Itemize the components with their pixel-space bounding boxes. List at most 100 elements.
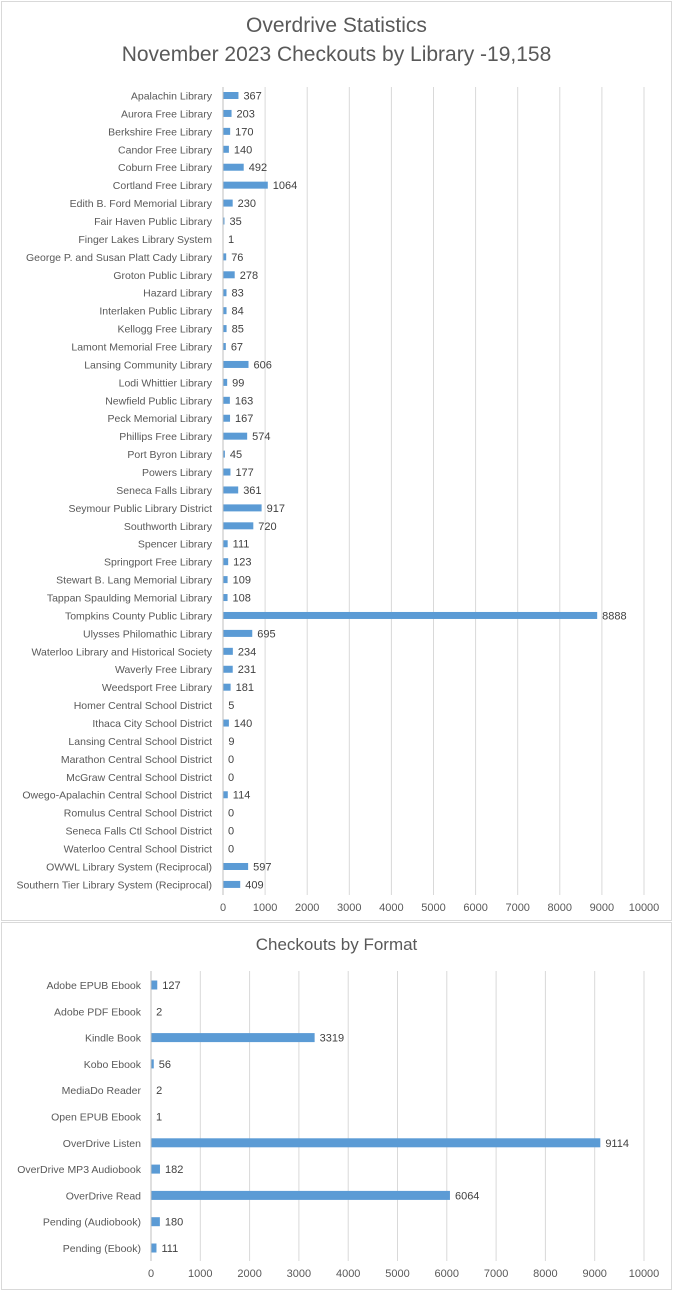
data-label: 0 [228, 826, 234, 838]
data-label: 231 [238, 664, 256, 676]
category-label: Candor Free Library [118, 144, 213, 156]
data-label: 1064 [273, 180, 297, 192]
data-label: 203 [237, 108, 255, 120]
library-checkouts-plot: 0 1000 2000 3000 4000 5000 6000 7000 8000 9000 100… [17, 87, 660, 914]
category-label: Cortland Free Library [113, 180, 213, 192]
bar [223, 468, 231, 476]
category-label: Phillips Free Library [119, 431, 213, 443]
chart-subtitle: November 2023 Checkouts by Library -19,1… [121, 43, 552, 66]
data-label: 109 [233, 575, 251, 587]
data-label: 2 [156, 1085, 162, 1097]
data-label: 3319 [320, 1033, 344, 1045]
data-label: 409 [245, 879, 263, 891]
x-tick-label: 8000 [548, 902, 572, 914]
data-label: 597 [253, 861, 271, 873]
data-label: 180 [165, 1217, 183, 1229]
data-label: 278 [240, 270, 258, 282]
x-tick-label: 9000 [590, 902, 614, 914]
category-label: OverDrive MP3 Audiobook [17, 1164, 141, 1176]
bar [151, 1138, 601, 1148]
data-label: 367 [243, 90, 261, 102]
bar [223, 307, 227, 315]
bar [223, 396, 230, 404]
data-label: 99 [232, 377, 244, 389]
bar [223, 217, 225, 225]
data-label: 1 [156, 1111, 162, 1123]
category-label: Hazard Library [143, 288, 213, 300]
bar [223, 163, 244, 171]
bar [223, 683, 231, 691]
data-label: 85 [232, 324, 244, 336]
category-label: MediaDo Reader [62, 1085, 142, 1097]
category-label: Stewart B. Lang Memorial Library [56, 575, 213, 587]
category-label: Waverly Free Library [115, 664, 213, 676]
category-label: Ulysses Philomathic Library [83, 628, 213, 640]
format-checkouts-plot: 0 1000 2000 3000 4000 5000 6000 7000 8000 9000 100… [17, 971, 659, 1280]
category-label: Waterloo Central School District [64, 844, 212, 856]
category-label: OverDrive Listen [63, 1138, 141, 1150]
bar [223, 181, 268, 189]
data-label: 5 [228, 700, 234, 712]
x-tick-label: 2000 [295, 902, 319, 914]
data-label: 111 [233, 539, 250, 551]
category-label: Seneca Falls Ctl School District [66, 826, 213, 838]
data-label: 492 [249, 162, 267, 174]
x-tick-label: 4000 [379, 902, 403, 914]
bar [223, 271, 235, 279]
x-tick-label: 6000 [463, 902, 487, 914]
data-label: 0 [228, 844, 234, 856]
format-checkouts-chart: Checkouts by Format 0 1000 2000 3000 4000 500… [1, 922, 672, 1290]
data-label: 9114 [605, 1138, 629, 1150]
category-label: Springport Free Library [104, 557, 213, 569]
bar [223, 504, 262, 512]
data-label: 8888 [602, 610, 626, 622]
bar [223, 594, 228, 602]
bar [223, 629, 253, 637]
bar [223, 360, 249, 368]
data-label: 2 [156, 1006, 162, 1018]
bar [223, 522, 254, 530]
data-label: 234 [238, 646, 256, 658]
data-label: 35 [229, 216, 241, 228]
x-tick-label: 8000 [533, 1268, 557, 1280]
bar [223, 486, 239, 494]
category-label: Lansing Central School District [68, 736, 212, 748]
library-checkouts-chart: Overdrive Statistics November 2023 Check… [1, 1, 672, 921]
x-tick-label: 2000 [237, 1268, 261, 1280]
category-label: Romulus Central School District [64, 808, 212, 820]
category-label: Seymour Public Library District [68, 503, 212, 515]
category-label: Lodi Whittier Library [119, 377, 213, 389]
data-label: 84 [232, 306, 244, 318]
data-label: 917 [267, 503, 285, 515]
category-label: Fair Haven Public Library [94, 216, 213, 228]
bar [151, 980, 158, 990]
x-tick-label: 4000 [336, 1268, 360, 1280]
x-tick-label: 10000 [629, 902, 660, 914]
category-label: Southworth Library [124, 521, 213, 533]
data-label: 361 [243, 485, 261, 497]
bar [151, 1217, 160, 1227]
data-label: 167 [235, 413, 253, 425]
x-tick-label: 1000 [188, 1268, 212, 1280]
bar [151, 1190, 450, 1200]
bar [223, 719, 229, 727]
data-label: 163 [235, 395, 253, 407]
category-label: Waterloo Library and Historical Society [31, 646, 212, 658]
category-label: Weedsport Free Library [102, 682, 213, 694]
data-label: 108 [233, 593, 251, 605]
category-label: McGraw Central School District [66, 772, 212, 784]
category-label: Adobe PDF Ebook [54, 1006, 142, 1018]
data-label: 83 [231, 288, 243, 300]
bar [223, 199, 233, 207]
category-label: Newfield Public Library [105, 395, 213, 407]
category-label: Powers Library [142, 467, 213, 479]
bar [223, 647, 233, 655]
data-label: 177 [235, 467, 253, 479]
category-label: Tompkins County Public Library [65, 610, 213, 622]
category-label: Apalachin Library [131, 90, 213, 102]
bar [223, 862, 249, 870]
data-label: 0 [228, 754, 234, 766]
category-label: Tappan Spaulding Memorial Library [47, 593, 213, 605]
data-label: 140 [234, 718, 252, 730]
x-tick-label: 6000 [435, 1268, 459, 1280]
